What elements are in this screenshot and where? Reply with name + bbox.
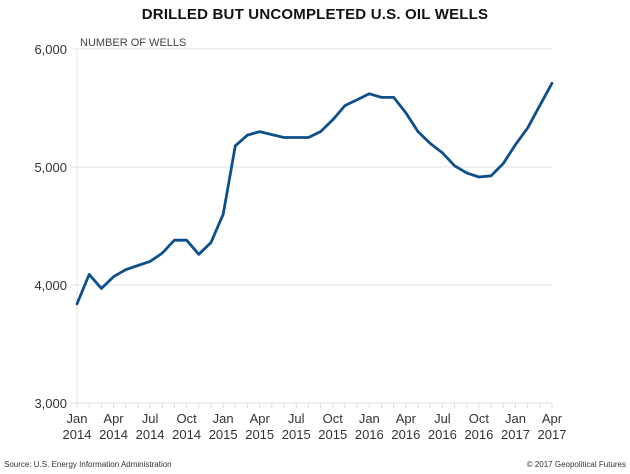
series-group: [75, 81, 554, 306]
x-tick-label-year: 2015: [209, 427, 238, 442]
y-tick-label: 4,000: [34, 278, 67, 293]
x-tick-label-year: 2017: [501, 427, 530, 442]
x-tick-label-month: Jul: [434, 411, 451, 426]
x-tick-label-year: 2015: [245, 427, 274, 442]
x-tick-label-month: Jul: [142, 411, 159, 426]
x-tick-label-month: Jul: [288, 411, 305, 426]
x-tick-label-month: Apr: [542, 411, 563, 426]
x-tick-label-year: 2014: [99, 427, 128, 442]
x-tick-label-month: Oct: [176, 411, 197, 426]
chart-title: DRILLED BUT UNCOMPLETED U.S. OIL WELLS: [141, 6, 489, 23]
x-tick-label-month: Apr: [103, 411, 124, 426]
x-tick-label-year: 2014: [172, 427, 201, 442]
y-axis-title: NUMBER OF WELLS: [80, 37, 186, 49]
x-tick-label-year: 2014: [63, 427, 92, 442]
x-tick-label-year: 2014: [136, 427, 165, 442]
x-tick-label-month: Jan: [213, 411, 234, 426]
x-tick-label-year: 2017: [538, 427, 567, 442]
x-tick-label-year: 2015: [318, 427, 347, 442]
x-tick-label-year: 2016: [464, 427, 493, 442]
x-tick-label-month: Jan: [67, 411, 88, 426]
x-tick-label-year: 2016: [391, 427, 420, 442]
copyright-note: © 2017 Geopolitical Futures: [526, 460, 626, 469]
y-axis: 3,000 4,000 5,000 6,000: [34, 42, 67, 411]
y-tick-label: 5,000: [34, 160, 67, 175]
x-tick-label-month: Apr: [396, 411, 417, 426]
y-tick-label: 6,000: [34, 42, 67, 57]
y-tick-label: 3,000: [34, 396, 67, 411]
x-tick-label-year: 2015: [282, 427, 311, 442]
x-tick-label-month: Oct: [469, 411, 490, 426]
source-note: Source: U.S. Energy Information Administ…: [4, 460, 172, 469]
x-tick-label-month: Oct: [323, 411, 344, 426]
x-tick-label-month: Jan: [505, 411, 526, 426]
x-tick-label-year: 2016: [428, 427, 457, 442]
x-tick-label-month: Jan: [359, 411, 380, 426]
x-tick-label-year: 2016: [355, 427, 384, 442]
x-axis: Jan2014Apr2014Jul2014Oct2014Jan2015Apr20…: [63, 403, 567, 442]
gridlines: [71, 48, 552, 404]
series-line: [75, 81, 554, 306]
x-tick-label-month: Apr: [250, 411, 271, 426]
